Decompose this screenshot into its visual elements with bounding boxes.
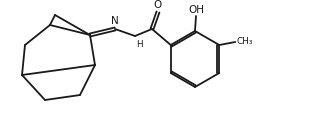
Text: CH₃: CH₃ [236,38,253,46]
Text: OH: OH [188,5,204,15]
Text: N: N [111,16,119,27]
Text: H: H [136,40,143,49]
Text: O: O [154,1,162,10]
